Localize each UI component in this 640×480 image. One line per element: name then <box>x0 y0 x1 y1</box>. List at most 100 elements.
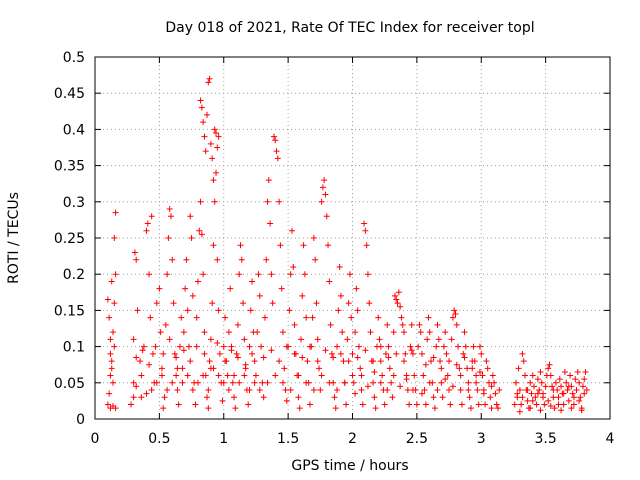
data-point <box>431 405 438 412</box>
data-point <box>107 336 114 343</box>
data-point <box>193 314 200 321</box>
data-point <box>214 339 221 346</box>
data-point <box>234 321 241 328</box>
data-point <box>130 394 137 401</box>
data-point <box>259 379 266 386</box>
data-point <box>112 405 119 412</box>
data-point <box>469 365 476 372</box>
data-point <box>401 329 407 336</box>
data-point <box>276 358 283 365</box>
data-point <box>201 350 208 357</box>
data-point <box>371 394 378 401</box>
data-point <box>367 329 374 336</box>
data-point <box>313 300 320 307</box>
data-point <box>582 368 589 375</box>
data-point <box>281 365 288 372</box>
data-point <box>249 350 256 357</box>
data-point <box>233 350 240 357</box>
data-point <box>322 347 329 354</box>
data-point <box>519 350 526 357</box>
data-point <box>209 300 216 307</box>
data-point <box>326 278 333 285</box>
data-point <box>269 300 276 307</box>
data-point <box>335 307 342 314</box>
data-point <box>366 300 373 307</box>
data-point <box>206 358 213 365</box>
x-tick-label: 3 <box>477 431 486 447</box>
data-point <box>187 213 194 220</box>
data-point <box>476 368 483 375</box>
data-point <box>451 307 458 314</box>
data-point <box>131 249 138 256</box>
data-point <box>475 401 482 408</box>
data-point <box>160 350 167 357</box>
data-point <box>107 350 114 357</box>
data-point <box>296 405 303 412</box>
data-point <box>574 368 581 375</box>
data-point <box>237 242 244 249</box>
data-point <box>310 387 317 394</box>
data-point <box>224 372 231 379</box>
data-point <box>130 379 137 386</box>
data-point <box>301 271 308 278</box>
data-point <box>465 379 472 386</box>
data-point <box>426 329 433 336</box>
data-point <box>210 242 217 249</box>
data-point <box>401 358 407 365</box>
data-point <box>440 343 447 350</box>
data-point <box>524 387 531 394</box>
data-point <box>156 285 163 292</box>
data-point <box>106 314 113 321</box>
data-point <box>349 372 356 379</box>
data-point <box>225 387 232 394</box>
data-point <box>410 350 417 357</box>
data-point <box>404 387 411 394</box>
data-point <box>295 372 302 379</box>
data-point <box>220 379 227 386</box>
data-point <box>442 329 449 336</box>
data-point <box>375 314 382 321</box>
data-point <box>158 365 165 372</box>
data-point <box>447 401 454 408</box>
data-point <box>444 372 451 379</box>
data-point <box>213 130 220 137</box>
data-point <box>245 401 252 408</box>
data-point <box>169 379 176 386</box>
data-point <box>464 365 471 372</box>
data-point <box>238 256 245 263</box>
data-point <box>283 397 290 404</box>
data-point <box>165 235 172 241</box>
data-point <box>187 358 194 365</box>
data-point <box>207 140 214 147</box>
data-point <box>516 387 523 394</box>
data-point <box>456 365 463 372</box>
data-point <box>353 285 360 292</box>
data-point <box>158 372 165 379</box>
data-point <box>215 133 222 140</box>
data-point <box>185 343 192 350</box>
data-point <box>372 405 379 412</box>
data-point <box>268 271 275 278</box>
data-point <box>263 256 270 263</box>
data-point <box>578 407 585 414</box>
data-point <box>174 387 181 394</box>
data-point <box>278 285 285 292</box>
data-point <box>214 256 221 263</box>
data-point <box>484 365 491 372</box>
data-point <box>483 358 490 365</box>
data-point <box>137 358 144 365</box>
data-point <box>363 242 370 249</box>
data-point <box>200 119 207 126</box>
data-point <box>455 343 462 350</box>
data-point <box>489 372 496 379</box>
x-tick-label: 0.5 <box>148 431 170 447</box>
data-point <box>169 256 176 263</box>
y-tick-label: 0.5 <box>63 50 85 66</box>
data-point <box>437 358 444 365</box>
data-point <box>317 387 324 394</box>
data-point <box>303 379 310 386</box>
data-point <box>531 383 538 390</box>
data-point <box>231 372 238 379</box>
data-point <box>339 329 346 336</box>
